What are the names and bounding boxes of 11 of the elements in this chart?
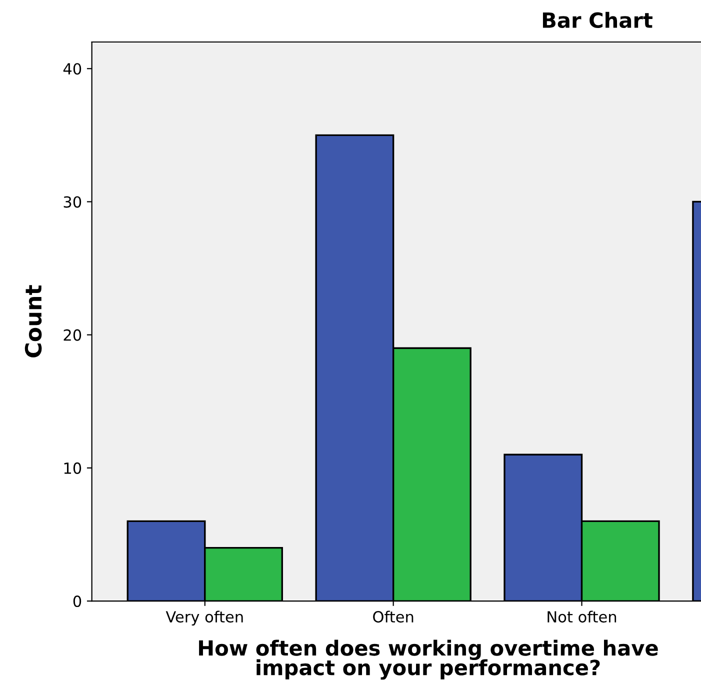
- y-tick-label: 40: [63, 63, 82, 75]
- x-tick-label: Often: [373, 610, 414, 623]
- y-tick-label: 30: [64, 196, 82, 208]
- x-axis-title: How often does working overtime have impact on your performance?: [199, 640, 658, 680]
- y-tick-label: 10: [64, 462, 82, 474]
- chart-title: Bar Chart: [542, 12, 652, 28]
- y-axis-title: Count: [24, 285, 42, 358]
- y-tick-label: 0: [73, 596, 82, 608]
- x-tick-label: Very often: [166, 610, 243, 626]
- x-tick-label: Not often: [548, 610, 616, 623]
- y-tick-label: 20: [64, 329, 82, 341]
